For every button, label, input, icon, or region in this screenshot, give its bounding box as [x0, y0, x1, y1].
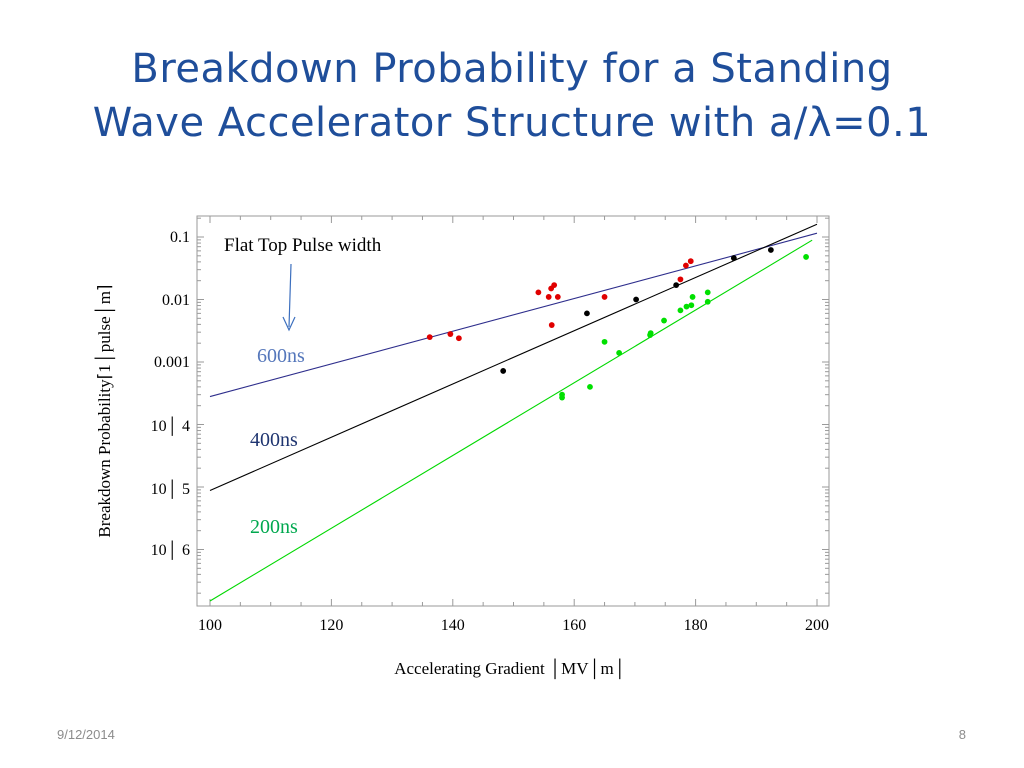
fit-lines	[209, 223, 818, 602]
point-400ns	[767, 247, 774, 253]
y-tick-label: 10│ 5	[151, 479, 190, 499]
point-400ns	[673, 282, 680, 288]
y-tick-label: 10│ 6	[151, 540, 190, 560]
x-tick-label: 200	[805, 617, 829, 634]
point-200ns	[601, 338, 608, 345]
axis-ticks	[197, 216, 829, 606]
point-200ns	[559, 394, 565, 401]
point-200ns	[689, 294, 696, 300]
series-label-400ns: 400ns	[250, 429, 298, 451]
fit-line-600ns	[209, 232, 818, 398]
point-400ns	[633, 296, 640, 303]
point-600ns	[554, 294, 561, 300]
point-200ns	[803, 254, 809, 260]
point-400ns	[730, 255, 737, 261]
title-line-2: Wave Accelerator Structure with a/λ=0.1	[92, 100, 932, 146]
point-600ns	[548, 322, 555, 328]
annotation-pulse-width: Flat Top Pulse width	[224, 235, 382, 256]
x-tick-label: 180	[684, 617, 708, 634]
point-200ns	[688, 302, 695, 309]
footer-date: 9/12/2014	[57, 727, 115, 742]
annotation-arrow	[282, 263, 296, 332]
point-600ns	[455, 335, 462, 342]
point-200ns	[616, 349, 623, 356]
y-tick-labels: 0.1 0.01 0.001 10│ 4 10│ 5 10│ 6	[151, 229, 190, 560]
y-tick-label: 0.001	[154, 354, 190, 371]
y-tick-label: 0.1	[170, 229, 190, 246]
x-axis-label: Accelerating Gradient │MV│m│	[394, 658, 626, 680]
point-200ns	[587, 383, 593, 390]
x-tick-label: 120	[319, 617, 343, 634]
y-axis-label: Breakdown Probability⌈1│pulse│m⌉	[94, 284, 116, 537]
slide-title: Breakdown Probability for a Standing Wav…	[0, 42, 1024, 150]
point-600ns	[447, 331, 454, 337]
point-200ns	[683, 303, 690, 310]
point-200ns	[704, 289, 711, 296]
fit-line-200ns	[209, 239, 813, 602]
title-line-1: Breakdown Probability for a Standing	[131, 46, 893, 92]
x-tick-label: 160	[562, 617, 586, 634]
x-tick-labels: 100 120 140 160 180 200	[198, 617, 829, 634]
point-200ns	[704, 298, 711, 305]
data-points	[426, 247, 809, 401]
point-200ns	[647, 330, 654, 337]
plot-frame	[196, 215, 830, 607]
point-600ns	[677, 276, 684, 283]
point-400ns	[500, 368, 507, 374]
series-label-200ns: 200ns	[250, 516, 298, 538]
point-600ns	[687, 258, 694, 265]
point-600ns	[682, 262, 689, 269]
point-600ns	[535, 289, 542, 296]
y-tick-label: 0.01	[162, 292, 190, 309]
point-600ns	[551, 282, 558, 288]
point-600ns	[545, 294, 552, 300]
point-400ns	[584, 310, 590, 317]
fit-line-400ns	[209, 223, 818, 491]
point-200ns	[661, 317, 667, 324]
x-tick-label: 140	[441, 617, 465, 634]
point-200ns	[677, 307, 684, 314]
y-tick-label: 10│ 4	[151, 416, 190, 436]
point-600ns	[426, 334, 433, 341]
point-600ns	[601, 294, 608, 300]
page-number: 8	[958, 727, 966, 742]
series-label-600ns: 600ns	[257, 345, 305, 367]
x-tick-label: 100	[198, 617, 222, 634]
